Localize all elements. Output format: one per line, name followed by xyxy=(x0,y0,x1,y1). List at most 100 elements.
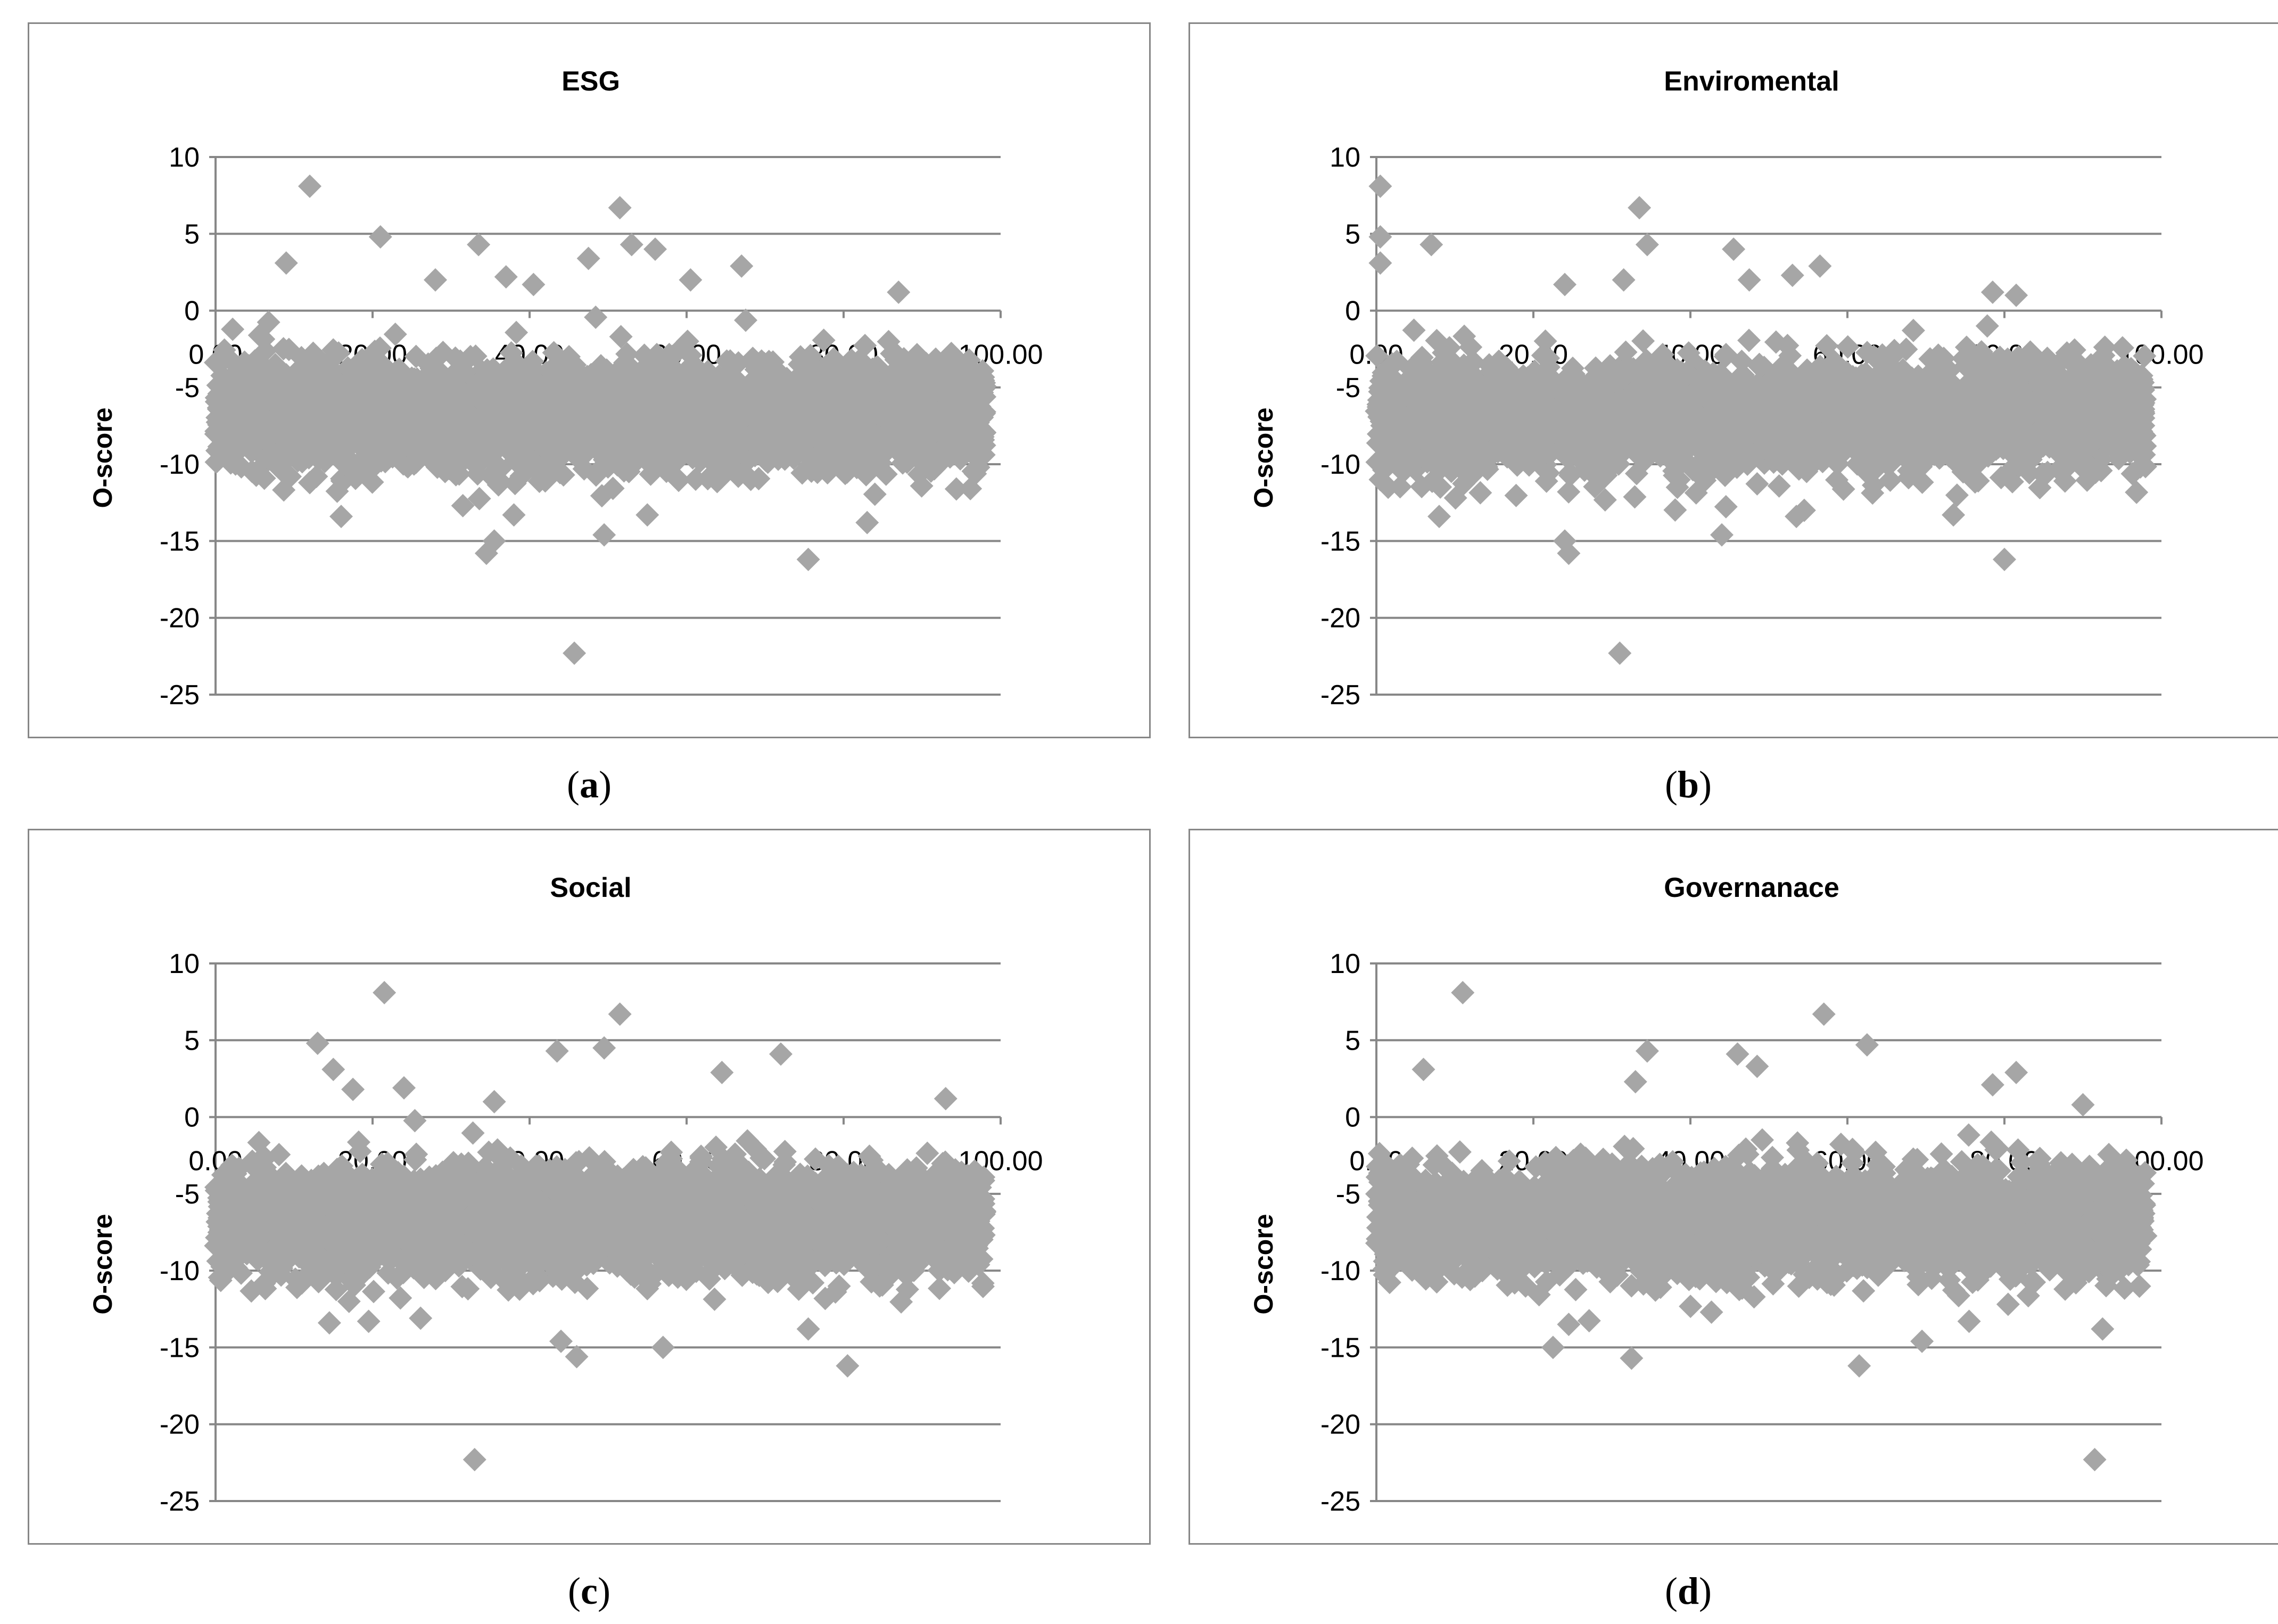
data-point xyxy=(248,428,272,452)
data-point xyxy=(451,494,475,518)
data-point xyxy=(464,452,488,476)
data-point xyxy=(910,474,934,498)
data-point xyxy=(642,398,666,422)
data-point xyxy=(467,487,491,510)
y-tick-label: -5 xyxy=(175,373,200,403)
data-point xyxy=(919,459,943,483)
data-point xyxy=(356,400,380,424)
data-point xyxy=(632,430,656,454)
data-point xyxy=(405,367,429,391)
data-point xyxy=(601,476,625,500)
data-point xyxy=(1595,452,1619,476)
data-point xyxy=(274,251,298,275)
data-point xyxy=(1623,485,1647,509)
data-point xyxy=(502,503,526,527)
data-point xyxy=(253,356,277,380)
data-point xyxy=(363,340,387,364)
data-point xyxy=(968,430,992,454)
data-point xyxy=(777,432,800,456)
data-point xyxy=(431,341,455,365)
data-point xyxy=(683,353,707,377)
data-point xyxy=(780,407,804,431)
scatter-plot-esg: ESGO-score1050-5-10-15-20-250.0020.0040.… xyxy=(88,66,1043,711)
y-tick-label: -10 xyxy=(1320,449,1360,480)
chart-title: Enviromental xyxy=(1664,66,1839,97)
y-tick-label: -15 xyxy=(1320,526,1360,557)
data-point xyxy=(298,471,321,494)
data-point xyxy=(483,452,507,476)
data-point xyxy=(1575,453,1599,477)
data-point xyxy=(212,338,236,362)
chart-panel-environmental: EnviromentalO-score1050-5-10-15-20-250.0… xyxy=(1188,22,2278,738)
data-point xyxy=(1901,318,1925,342)
data-point xyxy=(812,401,836,425)
data-point xyxy=(643,237,667,261)
data-point xyxy=(432,383,456,407)
chart-title: ESG xyxy=(562,66,620,97)
data-point xyxy=(679,268,703,292)
data-point xyxy=(705,469,729,493)
data-point xyxy=(576,246,600,270)
y-axis-label: O-score xyxy=(1249,408,1278,508)
data-point xyxy=(590,439,614,463)
data-point xyxy=(742,419,766,443)
data-point xyxy=(236,383,260,407)
data-point xyxy=(373,450,397,474)
data-point xyxy=(1767,474,1791,498)
data-point xyxy=(894,398,918,422)
data-point xyxy=(262,406,286,430)
data-point xyxy=(449,399,473,423)
data-point xyxy=(953,441,977,465)
data-point xyxy=(756,380,780,404)
data-point xyxy=(723,366,747,390)
data-point xyxy=(572,457,596,481)
data-point xyxy=(416,352,440,376)
data-point xyxy=(791,365,815,389)
data-point xyxy=(424,268,447,292)
data-point xyxy=(864,355,888,379)
data-point xyxy=(880,342,904,366)
data-point xyxy=(467,233,491,257)
data-point xyxy=(383,322,407,346)
data-point xyxy=(796,548,820,572)
data-point xyxy=(308,393,332,417)
data-point xyxy=(312,426,336,450)
data-point xyxy=(833,418,857,442)
data-point xyxy=(456,425,480,449)
data-point xyxy=(675,393,699,417)
data-point xyxy=(1429,475,1452,499)
data-point xyxy=(871,433,895,457)
data-point xyxy=(568,402,592,426)
data-point xyxy=(253,339,277,363)
data-point xyxy=(291,365,315,389)
data-point xyxy=(413,400,437,424)
data-point xyxy=(437,457,461,481)
data-point xyxy=(577,383,601,407)
y-tick-label: 10 xyxy=(169,142,200,173)
data-point xyxy=(221,317,245,341)
data-point xyxy=(527,372,551,395)
data-point xyxy=(503,472,527,496)
data-point xyxy=(1462,461,1485,485)
data-point xyxy=(609,325,633,349)
data-point xyxy=(1557,480,1581,504)
data-point xyxy=(297,446,321,469)
y-tick-label: -20 xyxy=(160,603,200,634)
data-point xyxy=(2110,336,2134,360)
data-point xyxy=(954,393,978,417)
data-point xyxy=(339,411,363,435)
data-point xyxy=(282,409,306,433)
data-point xyxy=(515,404,539,428)
data-point xyxy=(505,320,529,344)
data-point xyxy=(1650,343,1674,367)
data-point xyxy=(971,365,995,389)
data-point xyxy=(1737,328,1761,352)
data-point xyxy=(1975,314,1999,338)
data-point xyxy=(777,382,800,406)
data-point xyxy=(842,380,866,404)
y-tick-label: 0 xyxy=(1345,296,1360,327)
data-point xyxy=(639,462,663,486)
data-point xyxy=(592,523,616,547)
data-point xyxy=(843,398,866,422)
data-point xyxy=(749,349,773,373)
